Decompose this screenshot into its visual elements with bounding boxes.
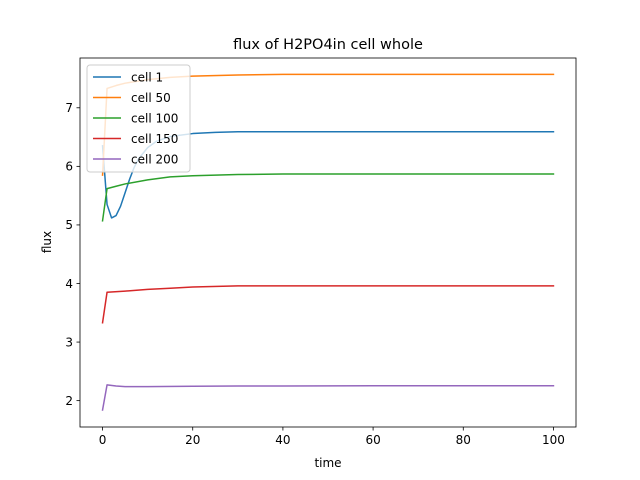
y-tick-label: 5 — [65, 218, 73, 232]
x-tick-label: 100 — [542, 433, 565, 447]
x-axis-label: time — [314, 456, 341, 470]
y-tick-label: 2 — [65, 394, 73, 408]
chart-title: flux of H2PO4in cell whole — [233, 37, 423, 53]
legend-label: cell 50 — [131, 91, 171, 105]
legend-label: cell 200 — [131, 153, 178, 167]
axes-frame — [79, 57, 577, 428]
y-axis-ticks: 2 3 4 5 6 7 — [65, 101, 80, 408]
x-axis-ticks: 0 20 40 60 80 100 — [99, 427, 565, 447]
legend-label: cell 150 — [131, 132, 178, 146]
series-line-cell-100 — [101, 173, 555, 222]
y-axis-label: flux — [40, 231, 54, 253]
y-tick-label: 3 — [65, 335, 73, 349]
y-tick-label: 4 — [65, 277, 73, 291]
x-tick-label: 80 — [456, 433, 471, 447]
x-tick-label: 0 — [99, 433, 107, 447]
x-tick-label: 20 — [185, 433, 200, 447]
y-tick-label: 7 — [65, 101, 73, 115]
series-line-cell-150 — [101, 285, 555, 324]
y-tick-label: 6 — [65, 160, 73, 174]
legend-items: cell 1 cell 50 cell 100 cell 150 cell 200 — [93, 71, 178, 167]
series-line-cell-200 — [101, 384, 555, 411]
x-tick-label: 60 — [365, 433, 380, 447]
legend-label: cell 100 — [131, 112, 178, 126]
x-tick-label: 40 — [275, 433, 290, 447]
legend-label: cell 1 — [131, 71, 163, 85]
legend: cell 1 cell 50 cell 100 cell 150 cell 200 — [86, 64, 191, 173]
legend-box — [86, 64, 191, 173]
